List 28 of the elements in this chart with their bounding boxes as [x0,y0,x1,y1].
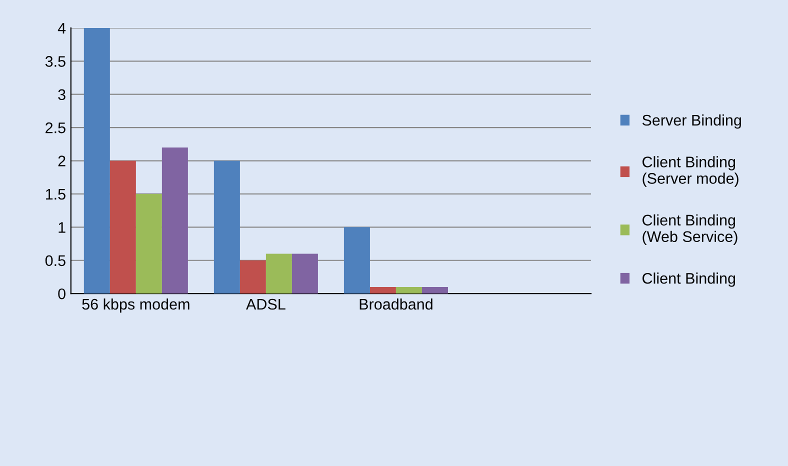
legend-label: Client Binding [642,272,736,287]
bar [162,147,188,294]
bar [136,194,162,294]
bar [240,260,266,294]
y-tick-label: 3.5 [45,56,66,67]
bar [214,160,240,294]
bar [266,254,292,294]
y-tick-label: 0.5 [45,255,66,266]
y-tick-label: 1 [58,222,66,233]
x-tick-label: Broadband [360,298,432,310]
legend-label: Server Binding [642,114,741,129]
bar [370,286,396,294]
y-tick-label: 1.5 [46,189,66,200]
bar [110,160,136,294]
x-tick-label: ADSL [246,298,286,310]
y-tick-label: 0 [58,288,66,300]
y-tick-label: 3 [58,89,66,100]
bar [292,254,318,294]
x-tick-label: 56 kbps modem [82,298,190,313]
legend-label: Client Binding (Server mode) [642,156,738,187]
legend-label: Client Binding (Web Service) [642,214,738,246]
y-tick-label: 2 [58,156,66,166]
bar [422,286,448,294]
bar [344,227,370,294]
bar [84,28,110,294]
bar [396,286,422,294]
y-tick-label: 2.5 [46,122,66,134]
y-tick-label: 4 [58,22,66,34]
